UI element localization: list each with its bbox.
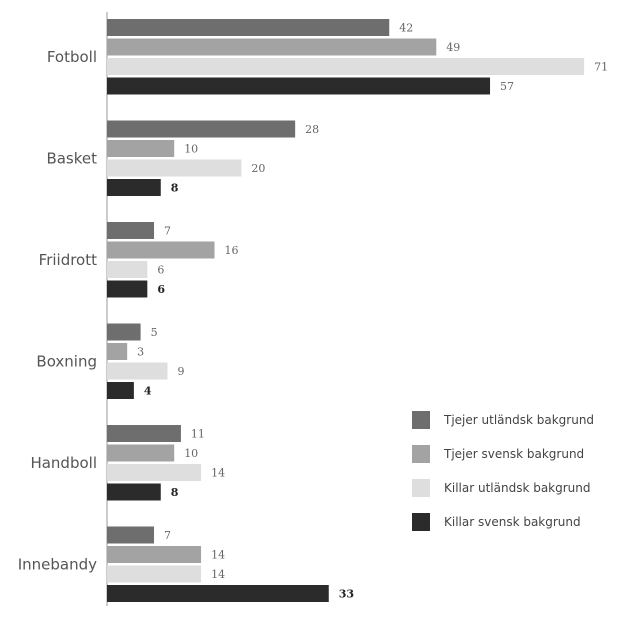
category-label-handboll: Handboll — [30, 454, 97, 472]
bar-handboll-killar-utlandsk-bakgrund — [107, 464, 202, 481]
legend-swatch-tjejer-utlandsk-bakgrund — [412, 411, 430, 429]
value-label-fotboll-killar-utlandsk-bakgrund: 71 — [594, 61, 608, 74]
bar-handboll-tjejer-utlandsk-bakgrund — [107, 425, 181, 442]
bar-basket-tjejer-svensk-bakgrund — [107, 140, 175, 157]
bars-layer — [107, 19, 585, 602]
bar-basket-tjejer-utlandsk-bakgrund — [107, 120, 296, 138]
bar-friidrott-tjejer-svensk-bakgrund — [107, 241, 215, 259]
value-label-friidrott-killar-utlandsk-bakgrund: 6 — [157, 264, 164, 277]
category-label-fotboll: Fotboll — [47, 48, 97, 66]
bar-innebandy-tjejer-utlandsk-bakgrund — [107, 526, 155, 544]
legend-swatch-tjejer-svensk-bakgrund — [412, 445, 430, 463]
value-label-basket-tjejer-utlandsk-bakgrund: 28 — [305, 123, 319, 136]
value-label-friidrott-tjejer-utlandsk-bakgrund: 7 — [164, 225, 171, 238]
legend-label-tjejer-svensk-bakgrund: Tjejer svensk bakgrund — [443, 447, 584, 461]
bar-boxning-killar-svensk-bakgrund — [107, 382, 134, 399]
legend-swatch-killar-utlandsk-bakgrund — [412, 479, 430, 497]
category-label-basket: Basket — [46, 150, 97, 168]
value-label-boxning-killar-svensk-bakgrund: 4 — [144, 385, 152, 398]
value-label-fotboll-killar-svensk-bakgrund: 57 — [500, 80, 514, 93]
bar-fotboll-tjejer-svensk-bakgrund — [107, 38, 437, 56]
bar-boxning-tjejer-svensk-bakgrund — [107, 343, 128, 360]
category-label-innebandy: Innebandy — [18, 556, 97, 574]
bar-basket-killar-utlandsk-bakgrund — [107, 159, 242, 177]
value-labels: 42 49 71 57 28 10 20 8 7 16 6 6 53 9 4 11 10 14 8 7 14 14 33 — [137, 22, 608, 601]
value-label-handboll-tjejer-utlandsk-bakgrund: 11 — [191, 428, 205, 441]
value-label-basket-killar-utlandsk-bakgrund: 20 — [251, 162, 265, 175]
bar-handboll-tjejer-svensk-bakgrund — [107, 444, 175, 462]
bar-friidrott-killar-svensk-bakgrund — [107, 280, 148, 298]
value-label-friidrott-killar-svensk-bakgrund: 6 — [157, 283, 165, 296]
legend-label-killar-utlandsk-bakgrund: Killar utländsk bakgrund — [444, 481, 591, 495]
bar-innebandy-tjejer-svensk-bakgrund — [107, 546, 202, 563]
bar-friidrott-tjejer-utlandsk-bakgrund — [107, 222, 155, 239]
bar-boxning-killar-utlandsk-bakgrund — [107, 362, 168, 380]
value-label-fotboll-tjejer-svensk-bakgrund: 49 — [446, 41, 460, 54]
legend-swatch-killar-svensk-bakgrund — [412, 513, 430, 531]
bar-innebandy-killar-utlandsk-bakgrund — [107, 565, 202, 583]
legend-label-tjejer-utlandsk-bakgrund: Tjejer utländsk bakgrund — [443, 413, 594, 427]
value-label-boxning-tjejer-svensk-bakgrund: 3 — [137, 346, 144, 359]
category-labels: Fotboll Basket Friidrott Boxning Handboll Inn… — [18, 48, 97, 574]
value-label-boxning-tjejer-utlandsk-bakgrund: 5 — [151, 326, 158, 339]
value-label-handboll-killar-utlandsk-bakgrund: 14 — [211, 467, 225, 480]
legend: Tjejer utländsk bakgrund Tjejer svensk ba… — [412, 411, 594, 531]
bar-handboll-killar-svensk-bakgrund — [107, 483, 161, 501]
value-label-basket-killar-svensk-bakgrund: 8 — [171, 182, 179, 195]
bar-friidrott-killar-utlandsk-bakgrund — [107, 261, 148, 278]
category-label-boxning: Boxning — [36, 353, 97, 371]
bar-innebandy-killar-svensk-bakgrund — [107, 585, 329, 602]
legend-label-killar-svensk-bakgrund: Killar svensk bakgrund — [444, 515, 581, 529]
category-label-friidrott: Friidrott — [39, 251, 97, 269]
value-label-fotboll-tjejer-utlandsk-bakgrund: 42 — [399, 22, 413, 35]
value-label-innebandy-tjejer-svensk-bakgrund: 14 — [211, 549, 225, 562]
bar-fotboll-killar-utlandsk-bakgrund — [107, 58, 585, 75]
value-label-basket-tjejer-svensk-bakgrund: 10 — [184, 143, 198, 156]
value-label-handboll-killar-svensk-bakgrund: 8 — [171, 486, 179, 499]
value-label-innebandy-killar-utlandsk-bakgrund: 14 — [211, 568, 225, 581]
value-label-innebandy-tjejer-utlandsk-bakgrund: 7 — [164, 529, 171, 542]
bar-fotboll-killar-svensk-bakgrund — [107, 77, 491, 95]
value-label-boxning-killar-utlandsk-bakgrund: 9 — [177, 365, 184, 378]
value-label-friidrott-tjejer-svensk-bakgrund: 16 — [225, 244, 239, 257]
bar-basket-killar-svensk-bakgrund — [107, 179, 161, 196]
value-label-handboll-tjejer-svensk-bakgrund: 10 — [184, 447, 198, 460]
value-label-innebandy-killar-svensk-bakgrund: 33 — [339, 588, 354, 601]
bar-boxning-tjejer-utlandsk-bakgrund — [107, 323, 141, 341]
bar-fotboll-tjejer-utlandsk-bakgrund — [107, 19, 390, 36]
